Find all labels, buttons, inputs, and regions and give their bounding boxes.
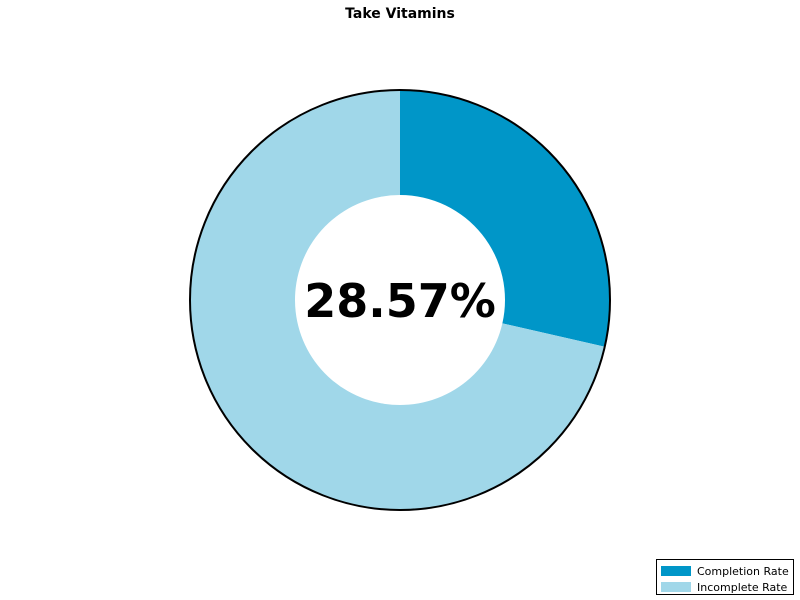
chart-title: Take Vitamins <box>345 6 455 22</box>
legend-swatch-completion-rate <box>661 566 691 576</box>
donut-outline <box>189 89 611 511</box>
donut-slices <box>190 90 610 511</box>
legend-item-completion-rate: Completion Rate <box>661 563 789 579</box>
legend-label-completion-rate: Completion Rate <box>697 564 789 578</box>
legend-label-incomplete-rate: Incomplete Rate <box>697 580 788 594</box>
center-percentage-label: 28.57% <box>304 274 496 328</box>
donut-slice-completion-rate <box>400 90 610 347</box>
legend-swatch-incomplete-rate <box>661 582 691 592</box>
legend-item-incomplete-rate: Incomplete Rate <box>661 579 789 595</box>
donut-slice-incomplete-rate <box>190 90 605 511</box>
chart-legend: Completion Rate Incomplete Rate <box>656 559 794 595</box>
